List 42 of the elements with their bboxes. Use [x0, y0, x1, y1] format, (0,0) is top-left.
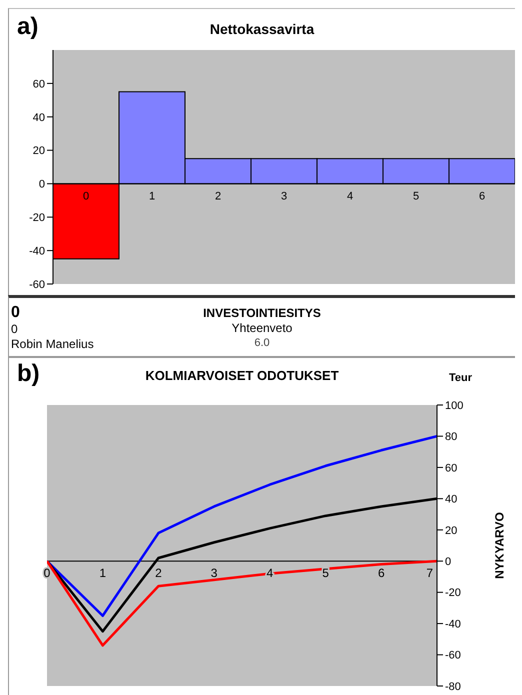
x-tick-label: 2 — [155, 566, 162, 580]
y-tick-label: -20 — [29, 212, 45, 224]
y-tick-label: -40 — [445, 618, 461, 630]
y-tick-label: -20 — [445, 587, 461, 600]
y-tick-label: -40 — [29, 245, 45, 258]
text: a) — [17, 13, 38, 41]
y-tick-label: 80 — [445, 431, 458, 444]
y-tick-label: 20 — [445, 524, 458, 537]
x-tick-label: 7 — [426, 566, 434, 580]
y-tick-label: 20 — [32, 145, 45, 158]
y-tick-label: 40 — [445, 494, 458, 506]
y-axis-title: NYKYARVO — [492, 512, 506, 579]
text: Yhteenveto — [230, 321, 294, 336]
chart-title: KOLMIARVOISET ODOTUKSET — [145, 368, 339, 383]
text: Teur — [449, 372, 472, 384]
y-tick-label: -80 — [445, 680, 461, 693]
y-tick-label: 0 — [445, 556, 452, 568]
y-tick-label: -60 — [445, 650, 461, 662]
x-tick-label: 3 — [210, 566, 218, 580]
y-tick-label: 60 — [445, 462, 458, 474]
text: INVESTOINTIESITYS — [202, 305, 322, 321]
text: 0 — [11, 304, 21, 322]
text: b) — [17, 360, 40, 388]
x-tick-label: 6 — [378, 566, 385, 580]
x-tick-label: 0 — [82, 190, 90, 203]
text: 6.0 — [253, 336, 271, 351]
text: 0 — [11, 322, 19, 337]
x-tick-label: 1 — [99, 566, 106, 580]
x-tick-label: 3 — [280, 190, 288, 203]
x-tick-label: 4 — [346, 190, 354, 203]
y-tick-label: 40 — [32, 112, 45, 124]
y-tick-label: 60 — [32, 78, 45, 90]
x-tick-label: 5 — [412, 190, 420, 203]
x-tick-label: 1 — [148, 190, 156, 203]
x-tick-label: 2 — [214, 190, 222, 203]
y-tick-label: 100 — [445, 400, 464, 412]
x-tick-label: 6 — [478, 190, 486, 203]
x-tick-label: 5 — [322, 566, 330, 580]
y-tick-label: 0 — [38, 178, 45, 191]
y-tick-label: -60 — [29, 278, 45, 291]
chart-title: Nettokassavirta — [210, 21, 314, 37]
text: Robin Manelius — [11, 337, 95, 352]
